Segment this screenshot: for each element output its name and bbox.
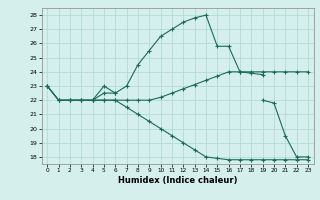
X-axis label: Humidex (Indice chaleur): Humidex (Indice chaleur) (118, 176, 237, 185)
